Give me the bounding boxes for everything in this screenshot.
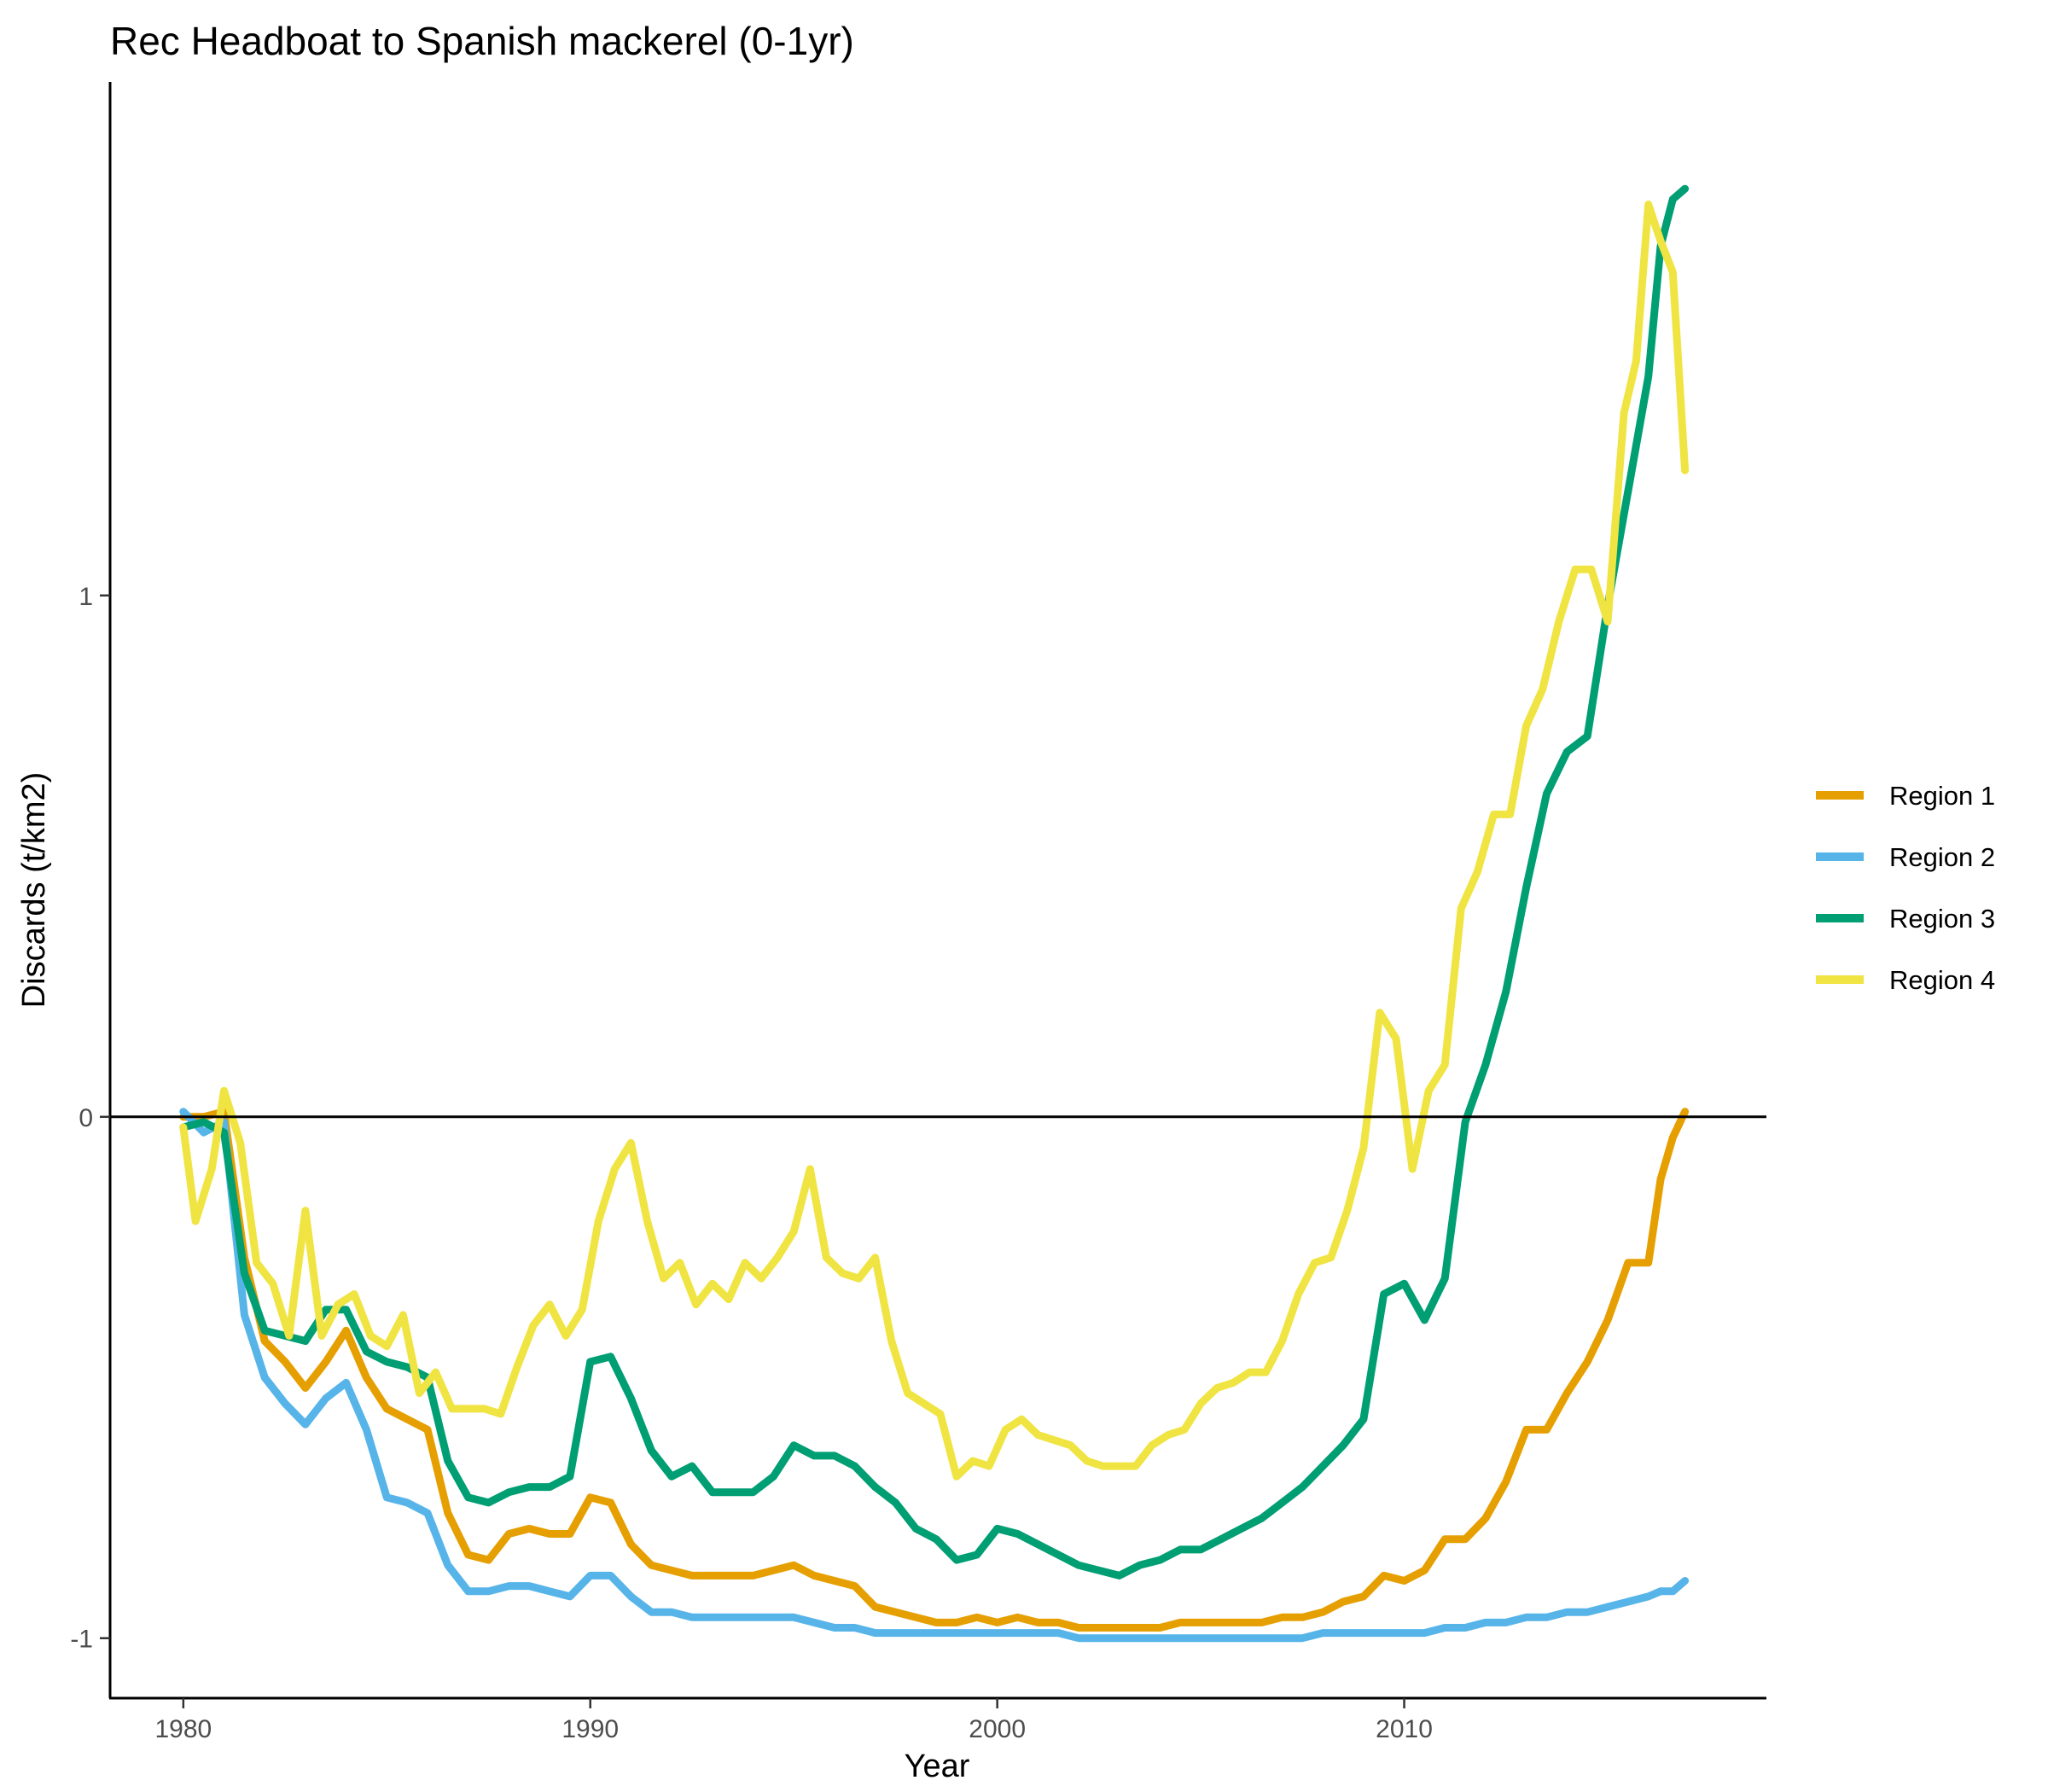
series-line-region-4: [179, 201, 1690, 1481]
legend-label-region-3: Region 3: [1889, 904, 1995, 934]
series-line-region-3: [179, 184, 1690, 1580]
y-tick-label: 1: [79, 583, 93, 611]
chart-title: Rec Headboat to Spanish mackerel (0-1yr): [110, 19, 854, 63]
legend: Region 1 Region 2 Region 3 Region 4: [1816, 781, 1995, 995]
legend-label-region-4: Region 4: [1889, 965, 1995, 995]
x-tick-label: 2000: [969, 1715, 1026, 1743]
series-layer: [179, 184, 1690, 1643]
y-tick-label: -1: [70, 1626, 93, 1654]
legend-label-region-1: Region 1: [1889, 781, 1995, 811]
series-line-region-2: [179, 1108, 1690, 1643]
legend-label-region-2: Region 2: [1889, 842, 1995, 872]
series-line-region-1: [179, 1108, 1690, 1632]
y-axis-title: Discards (t/km2): [16, 772, 52, 1009]
x-tick-label: 2010: [1376, 1715, 1433, 1743]
x-tick-label: 1980: [154, 1715, 212, 1743]
y-tick-label: 0: [79, 1104, 93, 1132]
x-axis-title: Year: [905, 1748, 970, 1784]
x-axis-ticks: 1980 1990 2000 2010: [154, 1698, 1433, 1743]
y-axis-ticks: -1 0 1: [70, 583, 110, 1654]
x-tick-label: 1990: [561, 1715, 619, 1743]
